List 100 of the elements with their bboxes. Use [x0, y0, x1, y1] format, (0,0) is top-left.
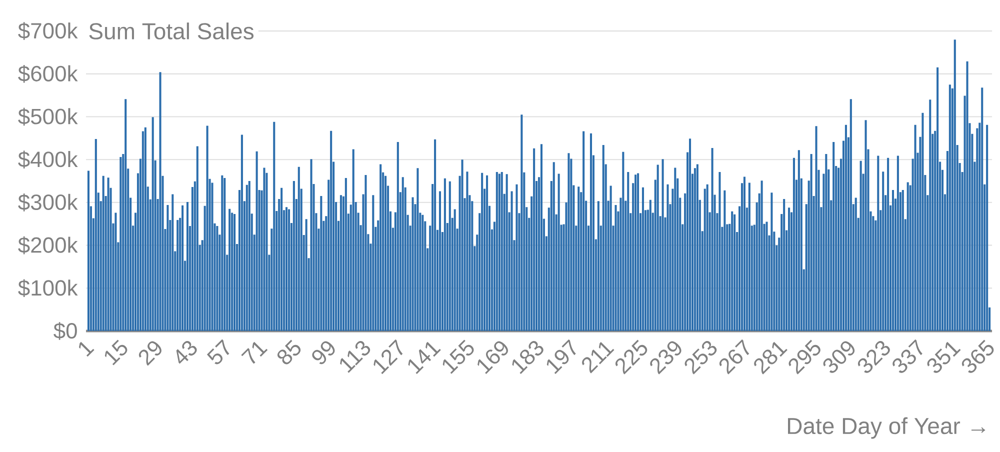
bar: [578, 186, 580, 331]
bar: [166, 205, 169, 331]
bar: [825, 154, 828, 331]
x-tick-label: 267: [719, 339, 750, 374]
bar: [711, 148, 714, 331]
bar: [986, 124, 988, 331]
x-tick-label: 351: [927, 342, 961, 373]
bar: [662, 159, 664, 331]
bar: [892, 190, 894, 331]
bar: [748, 182, 750, 331]
bar: [384, 176, 387, 331]
bar: [718, 172, 721, 331]
x-tick-label: 155: [442, 340, 474, 374]
bar: [770, 192, 773, 331]
y-tick-label: $600k: [18, 64, 78, 83]
bar: [263, 168, 266, 331]
bar: [731, 211, 734, 331]
bar: [231, 212, 234, 331]
bar: [240, 134, 243, 331]
x-tick-label: 323: [858, 340, 890, 373]
bar: [196, 146, 198, 331]
bar: [305, 219, 308, 331]
bar: [649, 200, 652, 331]
bar: [107, 178, 110, 331]
bar: [206, 126, 208, 331]
bar: [688, 138, 692, 331]
bar: [760, 180, 763, 331]
bar: [734, 214, 736, 331]
bar: [510, 191, 513, 331]
x-tick-label: 127: [374, 339, 403, 374]
bar: [486, 175, 488, 331]
bar: [454, 209, 456, 331]
y-tick-label: $200k: [18, 236, 78, 254]
x-tick-label: 253: [684, 340, 717, 374]
x-tick-label: 225: [615, 340, 648, 374]
bar: [568, 153, 570, 331]
bar: [481, 172, 484, 331]
bar: [292, 181, 295, 331]
bar: [666, 184, 669, 331]
bar: [634, 174, 637, 331]
x-tick-label: 365: [962, 340, 994, 373]
bar: [444, 178, 446, 331]
bar: [815, 126, 818, 331]
bar: [558, 174, 560, 331]
bar: [597, 201, 600, 331]
bar: [798, 150, 800, 331]
bar: [622, 152, 624, 331]
bar: [766, 222, 768, 331]
bar: [533, 148, 536, 331]
y-tick-label: $300k: [18, 194, 78, 212]
bar: [152, 117, 154, 331]
bar: [743, 176, 746, 331]
x-tick-label: 57: [206, 339, 230, 364]
bar: [674, 168, 676, 331]
bar: [320, 196, 322, 331]
bar: [520, 114, 523, 331]
bar: [896, 156, 899, 331]
bar: [102, 176, 104, 331]
bar: [706, 184, 708, 331]
bar: [877, 156, 880, 331]
bar: [466, 172, 468, 331]
bar: [298, 166, 300, 331]
bar: [552, 162, 555, 331]
bar: [914, 124, 916, 331]
x-axis-title: Date Day of Year →: [788, 417, 986, 439]
bar: [280, 188, 283, 331]
bar: [372, 195, 374, 331]
y-tick-label: $500k: [18, 108, 78, 126]
bar: [850, 99, 852, 331]
bar: [954, 40, 956, 331]
bar: [642, 187, 644, 331]
bar: [602, 144, 604, 331]
x-tick-label: 337: [892, 339, 922, 373]
bar: [694, 168, 696, 331]
bar: [159, 72, 162, 331]
bar: [248, 181, 250, 331]
bar: [234, 214, 236, 331]
bar: [792, 158, 795, 331]
bar: [614, 205, 617, 331]
y-tick-label: $400k: [18, 150, 78, 168]
bar: [87, 170, 90, 331]
bar: [516, 184, 518, 331]
bar: [783, 199, 786, 331]
bar: [500, 172, 503, 331]
bar: [461, 160, 464, 331]
bar: [906, 182, 909, 331]
bar: [610, 186, 612, 331]
bar: [172, 194, 174, 331]
x-tick-label: 15: [104, 340, 128, 366]
bar: [887, 158, 890, 331]
bar: [438, 191, 442, 331]
bar: [627, 172, 630, 331]
bar: [981, 88, 984, 331]
bar: [246, 184, 248, 331]
x-tick-label: 29: [138, 341, 162, 366]
bar: [352, 149, 354, 331]
x-tick-label: 169: [478, 341, 508, 374]
bar: [186, 202, 189, 331]
x-tick-label: 295: [788, 340, 820, 374]
bar: [402, 177, 404, 331]
